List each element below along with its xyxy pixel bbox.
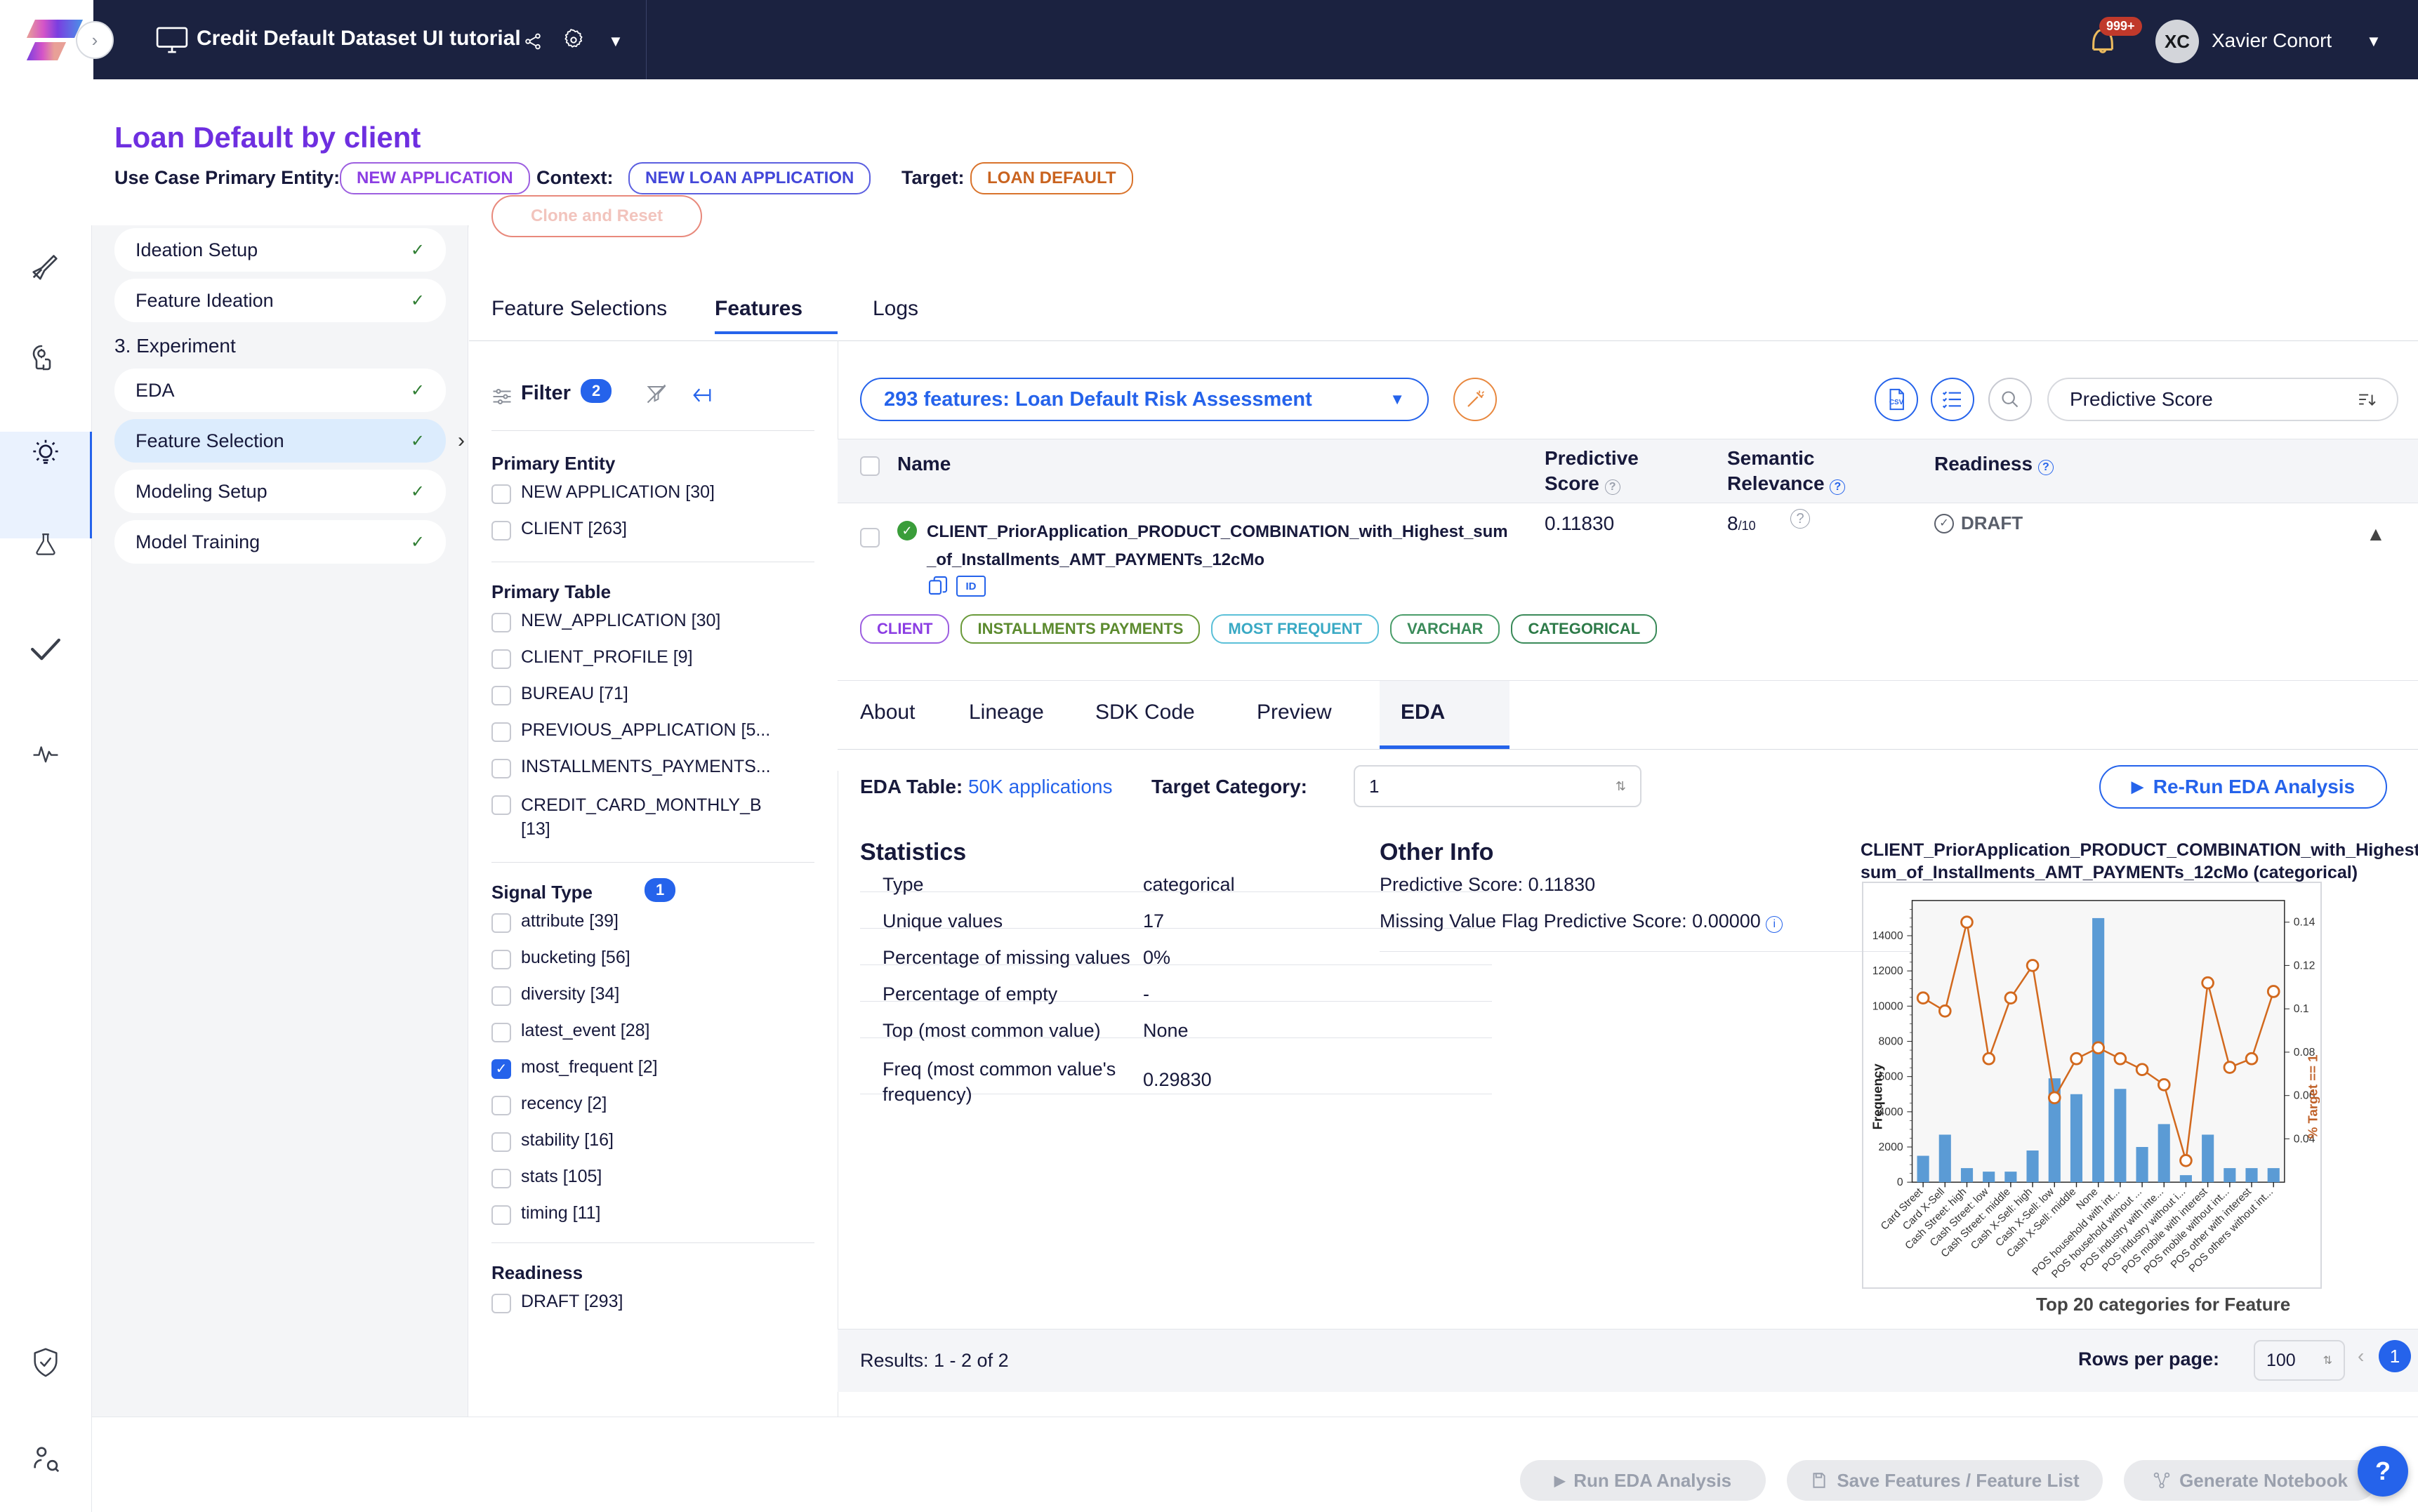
svg-text:0.12: 0.12	[2294, 960, 2315, 971]
svg-text:12000: 12000	[1872, 965, 1903, 977]
svg-text:14000: 14000	[1872, 930, 1903, 942]
svg-text:% Target == 1: % Target == 1	[2305, 1054, 2320, 1139]
svg-text:8000: 8000	[1879, 1036, 1903, 1048]
svg-text:2000: 2000	[1879, 1141, 1903, 1153]
svg-text:0.1: 0.1	[2294, 1003, 2309, 1015]
svg-text:0: 0	[1897, 1176, 1903, 1188]
svg-text:Frequency: Frequency	[1870, 1063, 1885, 1130]
svg-text:CSV: CSV	[1889, 399, 1904, 406]
svg-text:10000: 10000	[1872, 1000, 1903, 1012]
svg-text:0.14: 0.14	[2294, 917, 2315, 929]
